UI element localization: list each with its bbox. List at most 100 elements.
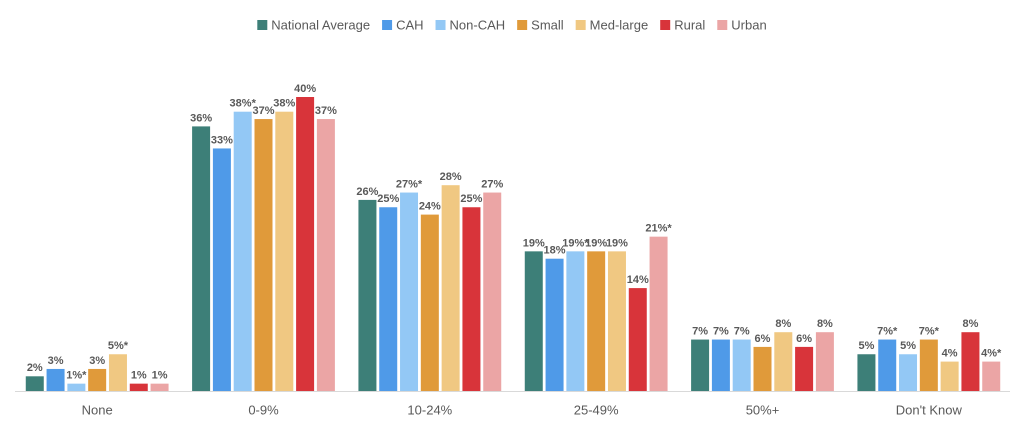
x-tick-label: Don't Know [896, 402, 963, 417]
legend-swatch [435, 20, 446, 30]
value-label: 8% [962, 318, 978, 330]
bar [462, 207, 481, 391]
x-tick-label: None [82, 402, 113, 417]
legend-label: Med-large [590, 17, 649, 32]
bar [919, 339, 938, 391]
bar [649, 236, 668, 391]
legend-swatch [382, 20, 393, 30]
value-label: 38%* [230, 98, 257, 110]
bar [982, 361, 1001, 391]
bar [691, 339, 710, 391]
legend-swatch [660, 20, 671, 30]
value-label: 6% [796, 333, 812, 345]
value-label: 7% [713, 325, 729, 337]
x-tick-label: 50%+ [746, 402, 780, 417]
value-label: 36% [190, 112, 212, 124]
bar [108, 354, 127, 391]
value-label: 19% [585, 237, 607, 249]
bar [46, 368, 65, 391]
value-label: 14% [627, 274, 649, 286]
bar [296, 97, 315, 391]
bar [150, 383, 169, 391]
value-label: 27%* [396, 178, 423, 190]
bar [212, 148, 231, 391]
value-label: 1% [152, 370, 168, 382]
bar [358, 199, 377, 391]
value-label: 7% [734, 325, 750, 337]
bar [420, 214, 439, 391]
legend-label: Rural [674, 17, 705, 32]
value-label: 25% [460, 193, 482, 205]
bar [379, 207, 398, 391]
bar [795, 346, 814, 391]
bar [878, 339, 897, 391]
value-label: 27% [481, 178, 503, 190]
value-label: 8% [817, 318, 833, 330]
value-label: 7%* [919, 325, 940, 337]
bar [732, 339, 751, 391]
bar [753, 346, 772, 391]
legend-label: Small [531, 17, 564, 32]
value-label: 19% [523, 237, 545, 249]
bar [607, 251, 626, 391]
bar [129, 383, 148, 391]
bar [192, 126, 211, 392]
value-label: 3% [48, 355, 64, 367]
value-label: 37% [315, 105, 337, 117]
bar [711, 339, 730, 391]
legend-swatch [517, 20, 528, 30]
bar [25, 376, 44, 391]
bar [524, 251, 543, 391]
value-label: 5% [900, 340, 916, 352]
bar [316, 119, 335, 392]
bar [857, 354, 876, 391]
bar [67, 383, 86, 391]
bar [400, 192, 419, 391]
value-label: 18% [544, 245, 566, 257]
bar [587, 251, 606, 391]
x-tick-label: 0-9% [248, 402, 279, 417]
bar [961, 332, 980, 391]
value-label: 33% [211, 134, 233, 146]
legend-label: CAH [396, 17, 423, 32]
value-label: 3% [89, 355, 105, 367]
value-label: 21%* [645, 223, 672, 235]
value-label: 19%* [562, 237, 589, 249]
legend-swatch [717, 20, 728, 30]
bar [940, 361, 959, 391]
bar [545, 258, 564, 391]
value-label: 26% [356, 186, 378, 198]
bar [233, 111, 252, 391]
value-label: 24% [419, 201, 441, 213]
value-label: 4% [942, 348, 958, 360]
bar [275, 111, 294, 391]
value-label: 6% [755, 333, 771, 345]
value-label: 28% [440, 171, 462, 183]
value-label: 38% [273, 98, 295, 110]
legend-label: Non-CAH [450, 17, 506, 32]
value-label: 7% [692, 325, 708, 337]
value-label: 40% [294, 83, 316, 95]
x-tick-label: 10-24% [407, 402, 452, 417]
bar [774, 332, 793, 391]
value-label: 19% [606, 237, 628, 249]
value-label: 37% [252, 105, 274, 117]
bar [815, 332, 834, 391]
value-label: 5% [858, 340, 874, 352]
legend-label: Urban [731, 17, 766, 32]
value-label: 1%* [66, 370, 87, 382]
value-label: 4%* [981, 348, 1002, 360]
bar [899, 354, 918, 391]
value-label: 7%* [877, 325, 898, 337]
legend-swatch [575, 20, 586, 30]
value-label: 1% [131, 370, 147, 382]
value-label: 25% [377, 193, 399, 205]
bar [566, 251, 585, 391]
value-label: 8% [775, 318, 791, 330]
bar [483, 192, 502, 391]
value-label: 2% [27, 362, 43, 374]
legend-label: National Average [271, 17, 370, 32]
bar [88, 368, 107, 391]
x-tick-label: 25-49% [574, 402, 619, 417]
bar [628, 288, 647, 391]
